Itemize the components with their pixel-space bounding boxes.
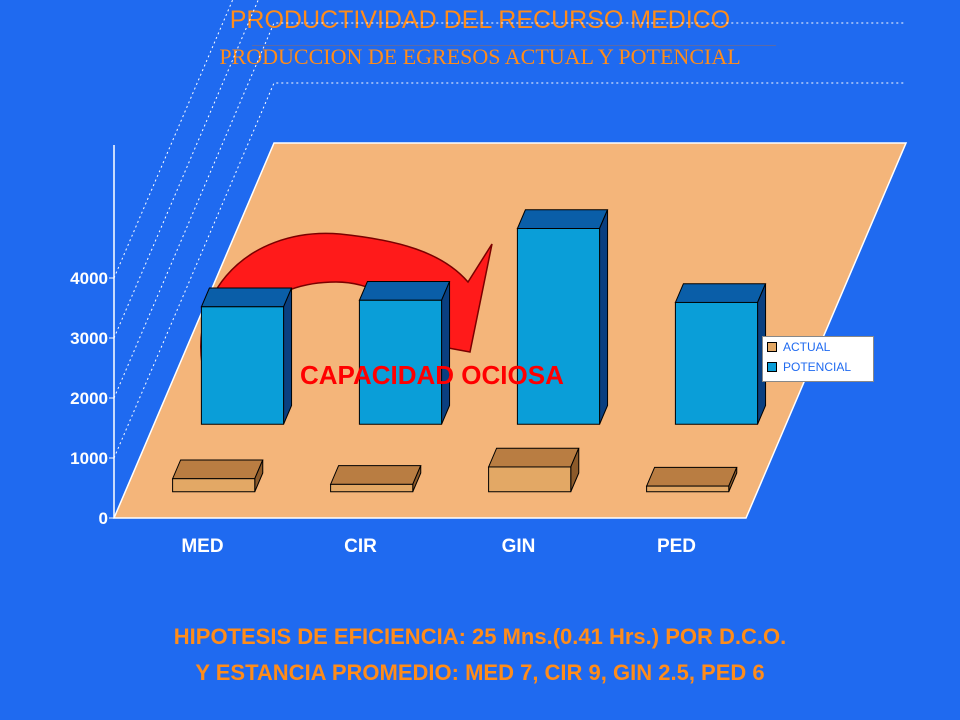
y-tick-label: 2000 bbox=[70, 389, 108, 408]
gridline bbox=[113, 22, 906, 399]
bar-potencial-med-front bbox=[200, 306, 285, 425]
bar-potencial-ped bbox=[674, 283, 767, 425]
gridline bbox=[113, 0, 259, 339]
bar-actual-med-front bbox=[172, 478, 256, 493]
bar-potencial-med-side bbox=[283, 287, 293, 425]
bar-potencial-gin-top bbox=[516, 209, 609, 229]
chart-legend: ACTUAL POTENCIAL bbox=[762, 336, 874, 382]
legend-label-actual: ACTUAL bbox=[783, 340, 831, 354]
x-tick-label-cir: CIR bbox=[344, 536, 377, 557]
bar-actual-gin-front bbox=[488, 466, 572, 493]
legend-item-actual: ACTUAL bbox=[763, 337, 873, 357]
bar-actual-gin-top bbox=[487, 447, 580, 468]
footer-line-2: Y ESTANCIA PROMEDIO: MED 7, CIR 9, GIN 2… bbox=[195, 660, 765, 685]
bar-potencial-cir-front bbox=[358, 299, 443, 425]
x-tick-label-med: MED bbox=[181, 536, 223, 557]
bar-potencial-gin-side bbox=[599, 209, 609, 425]
x-axis-ticks: MED CIR GIN PED bbox=[181, 536, 696, 557]
bar-potencial-ped-front bbox=[674, 301, 759, 425]
bar-actual-cir-front bbox=[330, 483, 414, 493]
potencial-bars bbox=[200, 209, 767, 425]
y-axis-ticks: 0 1000 2000 3000 4000 bbox=[70, 269, 114, 528]
y-tick-label: 1000 bbox=[70, 449, 108, 468]
y-tick-label: 0 bbox=[99, 509, 108, 528]
bar-actual-cir bbox=[329, 465, 422, 493]
bar-actual-cir-top bbox=[329, 465, 422, 485]
bar-potencial-gin-front bbox=[516, 228, 601, 425]
actual-bars bbox=[171, 447, 738, 493]
bar-actual-ped-top bbox=[645, 466, 738, 487]
gridline bbox=[113, 82, 906, 459]
bar-potencial-med bbox=[200, 287, 293, 425]
legend-swatch-potencial bbox=[767, 362, 777, 372]
x-tick-label-gin: GIN bbox=[502, 536, 536, 557]
bar-potencial-cir-top bbox=[358, 281, 451, 301]
bar-actual-ped-front bbox=[646, 485, 730, 493]
bar-actual-gin bbox=[487, 447, 580, 493]
bar-actual-med bbox=[171, 459, 264, 493]
chart-subtitle: PRODUCCION DE EGRESOS ACTUAL Y POTENCIAL bbox=[219, 44, 741, 69]
y-tick-label: 3000 bbox=[70, 329, 108, 348]
bar-potencial-gin bbox=[516, 209, 609, 425]
bar-actual-med-top bbox=[171, 459, 264, 480]
x-tick-label-ped: PED bbox=[657, 536, 696, 557]
legend-item-potencial: POTENCIAL bbox=[763, 357, 873, 377]
gridline bbox=[113, 0, 234, 279]
footer-line-1: HIPOTESIS DE EFICIENCIA: 25 Mns.(0.41 Hr… bbox=[173, 624, 787, 649]
capacity-annotation: CAPACIDAD OCIOSA bbox=[300, 360, 564, 390]
legend-label-potencial: POTENCIAL bbox=[783, 360, 852, 374]
bar-actual-ped bbox=[645, 466, 738, 493]
bar-potencial-ped-top bbox=[674, 283, 767, 303]
bar-potencial-cir-side bbox=[441, 281, 451, 425]
title-divider bbox=[252, 45, 776, 46]
bar-potencial-cir bbox=[358, 281, 451, 425]
bar-potencial-med-top bbox=[200, 287, 293, 308]
y-tick-label: 4000 bbox=[70, 269, 108, 288]
legend-swatch-actual bbox=[767, 342, 777, 352]
chart-title: PRODUCTIVIDAD DEL RECURSO MEDICO bbox=[229, 6, 731, 34]
